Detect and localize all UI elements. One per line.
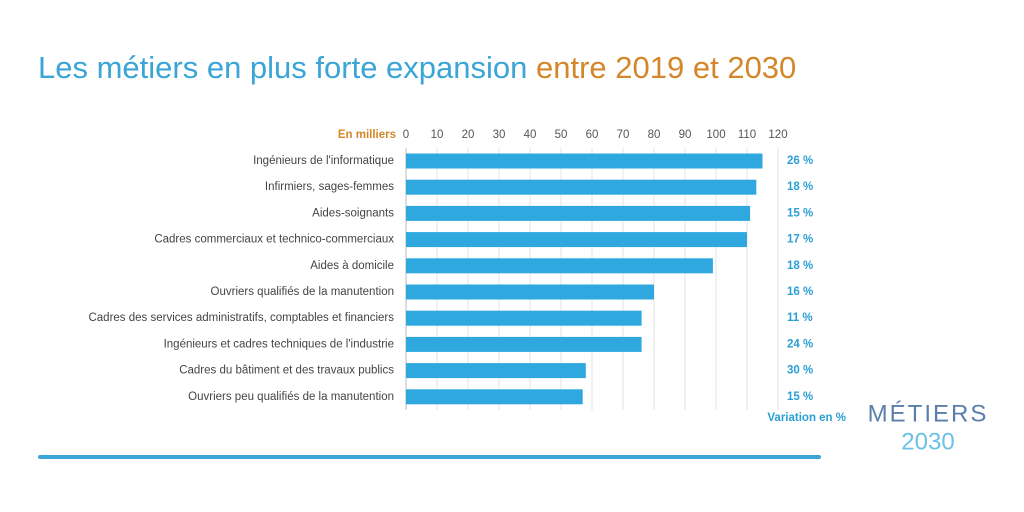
bar	[406, 336, 642, 352]
x-axis-label: En milliers	[338, 129, 396, 141]
y-tick-label: Infirmiers, sages-femmes	[265, 181, 394, 193]
bar	[406, 179, 757, 195]
title-highlight: entre 2019 et 2030	[536, 50, 796, 85]
y-tick-label: Aides à domicile	[310, 260, 394, 272]
logo-line1: MÉTIERS	[868, 400, 989, 427]
y-tick-label: Ingénieurs et cadres techniques de l'ind…	[164, 338, 394, 350]
y-tick-label: Cadres des services administratifs, comp…	[88, 312, 394, 324]
bar	[406, 389, 583, 405]
footer-rule	[38, 455, 821, 459]
bar	[406, 205, 751, 221]
x-tick-label: 90	[679, 129, 692, 141]
y-tick-label: Ouvriers qualifiés de la manutention	[211, 286, 394, 298]
x-tick-label: 10	[431, 129, 444, 141]
variation-value: 11 %	[787, 312, 813, 324]
variation-value: 17 %	[787, 234, 813, 246]
bar	[406, 310, 642, 326]
x-tick-label: 80	[648, 129, 661, 141]
bar	[406, 258, 713, 274]
bar	[406, 153, 763, 169]
y-tick-label: Ouvriers peu qualifiés de la manutention	[188, 391, 394, 403]
x-tick-label: 40	[524, 129, 537, 141]
x-tick-label: 120	[768, 129, 787, 141]
variation-value: 18 %	[787, 181, 813, 193]
y-tick-label: Ingénieurs de l'informatique	[253, 155, 394, 167]
x-tick-label: 0	[403, 129, 409, 141]
variation-value: 26 %	[787, 155, 813, 167]
logo-line2: 2030	[901, 428, 954, 455]
variation-value: 30 %	[787, 365, 813, 377]
variation-value: 15 %	[787, 207, 813, 219]
variation-value: 18 %	[787, 260, 813, 272]
y-tick-label: Aides-soignants	[312, 207, 394, 219]
x-tick-label: 110	[738, 129, 756, 141]
x-tick-label: 50	[555, 129, 568, 141]
chart-title: Les métiers en plus forte expansion entr…	[38, 50, 796, 85]
x-tick-label: 60	[586, 129, 599, 141]
x-tick-label: 100	[706, 129, 725, 141]
y-tick-label: Cadres du bâtiment et des travaux public…	[179, 365, 394, 377]
variation-label: Variation en %	[767, 412, 846, 424]
x-tick-label: 20	[462, 129, 475, 141]
x-tick-label: 30	[493, 129, 506, 141]
y-tick-label: Cadres commerciaux et technico-commercia…	[154, 234, 394, 246]
variation-value: 15 %	[787, 391, 813, 403]
x-tick-label: 70	[617, 129, 630, 141]
title-main: Les métiers en plus forte expansion	[38, 50, 527, 85]
variation-value: 16 %	[787, 286, 813, 298]
bar	[406, 284, 654, 300]
variation-value: 24 %	[787, 338, 813, 350]
bar	[406, 363, 586, 379]
bar	[406, 232, 747, 248]
